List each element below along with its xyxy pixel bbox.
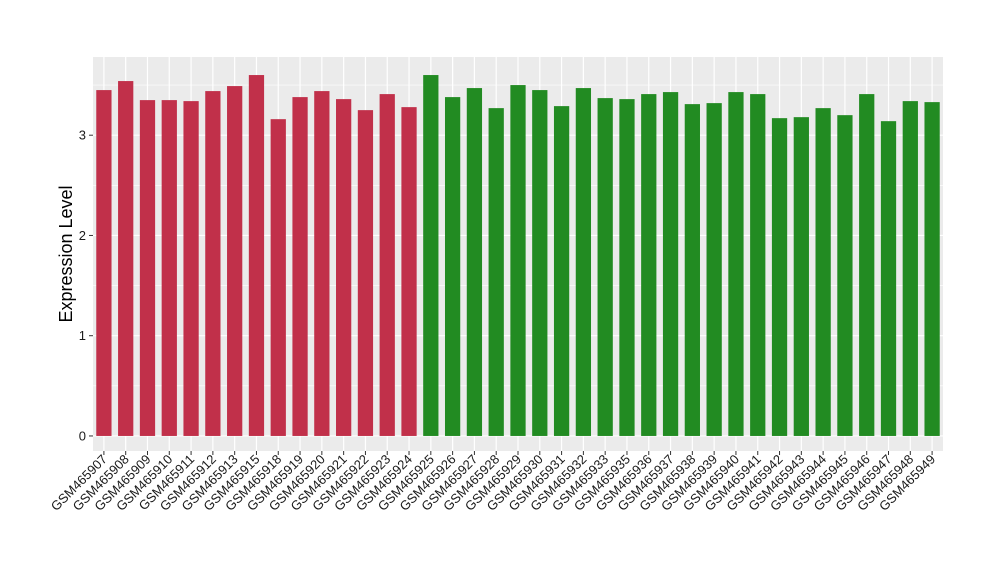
bar-GSM465907: [96, 90, 112, 436]
bar-GSM465930: [532, 90, 548, 436]
bar-GSM465932: [575, 88, 592, 436]
bar-GSM465937: [662, 92, 679, 436]
bar-GSM465940: [728, 92, 744, 436]
bar-GSM465936: [641, 94, 657, 436]
bar-GSM465931: [553, 106, 570, 436]
bar-GSM465949: [924, 102, 940, 436]
bar-GSM465920: [314, 91, 330, 436]
bar-GSM465910: [161, 100, 177, 436]
y-axis-title: Expression Level: [56, 185, 76, 322]
bar-GSM465942: [771, 118, 788, 436]
bar-GSM465946: [859, 94, 875, 436]
bar-GSM465909: [139, 100, 156, 436]
bar-GSM465919: [292, 97, 308, 436]
bar-GSM465918: [270, 119, 286, 436]
bar-GSM465938: [684, 104, 700, 436]
bar-GSM465939: [706, 103, 722, 436]
bar-GSM465926: [444, 97, 461, 436]
y-tick-label: 1: [79, 328, 86, 343]
x-axis: GSM465907GSM465908GSM465909GSM465910GSM4…: [48, 451, 938, 514]
y-tick-label: 3: [79, 128, 86, 143]
bar-GSM465945: [837, 115, 853, 436]
bar-GSM465921: [336, 99, 352, 436]
bar-GSM465928: [488, 108, 504, 436]
bar-GSM465935: [619, 99, 635, 436]
bar-GSM465947: [880, 121, 897, 436]
bar-GSM465913: [227, 86, 243, 436]
bar-GSM465922: [357, 110, 374, 436]
bar-GSM465908: [118, 81, 134, 436]
bar-GSM465941: [750, 94, 766, 436]
bar-GSM465912: [205, 91, 221, 436]
bar-GSM465911: [183, 101, 199, 436]
bar-GSM465929: [510, 85, 526, 436]
bar-GSM465927: [466, 88, 483, 436]
bar-GSM465933: [597, 98, 613, 436]
bar-GSM465915: [248, 75, 265, 436]
bar-GSM465948: [902, 101, 918, 436]
bar-GSM465944: [815, 108, 831, 436]
y-tick-label: 0: [79, 428, 86, 443]
bar-GSM465943: [793, 117, 809, 436]
bar-GSM465924: [401, 107, 417, 436]
bar-GSM465923: [379, 94, 395, 436]
bar-GSM465925: [423, 75, 439, 436]
y-axis: 0 1 2 3: [79, 128, 93, 443]
y-tick-label: 2: [79, 228, 86, 243]
bars: [96, 75, 940, 436]
